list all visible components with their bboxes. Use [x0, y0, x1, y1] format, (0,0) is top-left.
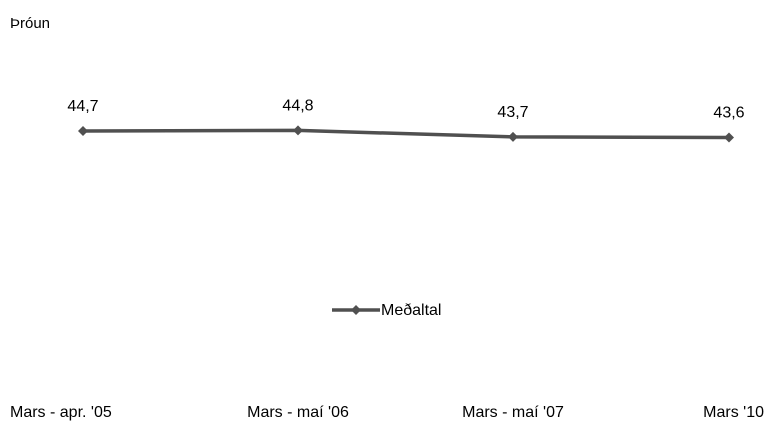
legend-label: Meðaltal — [381, 302, 441, 319]
x-tick-label: Mars - maí '07 — [462, 404, 564, 421]
x-axis: Mars - apr. '05 Mars - maí '06 Mars - maí … — [10, 404, 764, 421]
data-label: 44,8 — [282, 97, 313, 114]
legend: Meðaltal — [332, 302, 441, 319]
data-point — [293, 125, 303, 136]
legend-marker — [351, 305, 361, 315]
data-label: 43,7 — [497, 104, 528, 121]
data-point — [508, 131, 518, 142]
data-label: 43,6 — [713, 104, 744, 121]
plot-area: 44,7 44,8 43,7 43,6 — [67, 97, 745, 143]
chart-title: Þróun — [10, 15, 50, 32]
x-tick-label: Mars - maí '06 — [247, 404, 349, 421]
data-point — [724, 132, 734, 143]
x-tick-label: Mars - apr. '05 — [10, 404, 112, 421]
series-line-meðaltal — [82, 128, 730, 140]
data-point — [78, 126, 88, 136]
x-tick-label: Mars '10 — [703, 404, 764, 421]
data-label: 44,7 — [67, 98, 98, 115]
